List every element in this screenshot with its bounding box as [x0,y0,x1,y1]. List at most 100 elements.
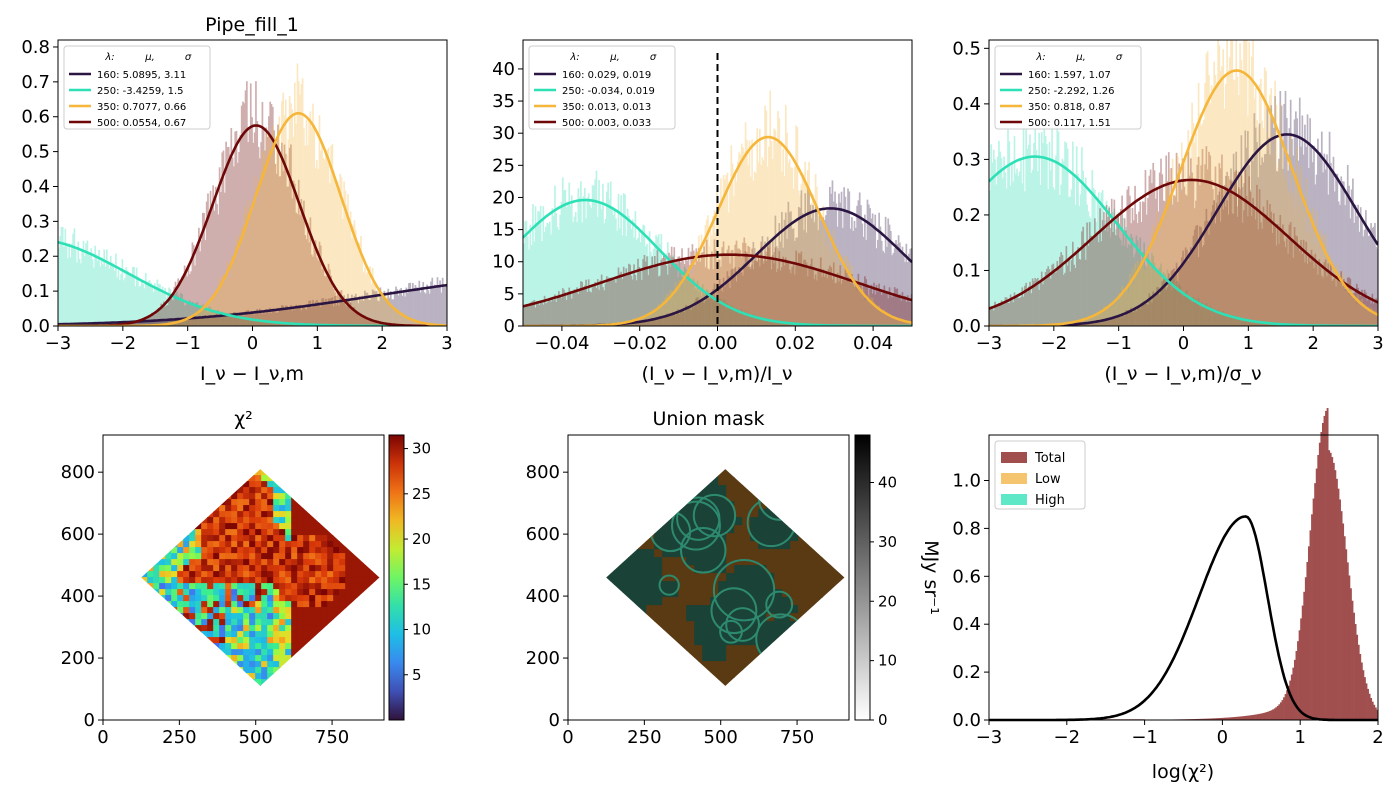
map-cell [333,625,340,632]
map-cell [195,499,202,506]
map-cell [147,601,154,608]
map-cell [309,673,316,680]
y-tick-label: 0.0 [952,316,981,337]
map-cell [195,565,202,572]
map-cell [225,631,232,638]
map-cell [303,505,310,512]
x-tick-label: 2 [1307,333,1318,354]
map-cell [171,481,178,488]
map-cell [213,499,220,506]
map-cell [243,607,250,614]
map-cell [291,601,298,608]
map-cell [321,553,328,560]
map-cell [303,589,310,596]
map-cell [255,529,262,536]
map-cell [195,679,202,686]
map-cell [195,553,202,560]
map-cell [285,523,292,530]
map-cell [249,655,256,662]
map-cell [303,511,310,517]
map-cell [321,661,328,668]
map-cell [249,613,256,620]
map-cell [171,643,178,650]
map-cell [171,655,178,662]
map-cell [309,679,316,686]
map-cell [213,493,220,500]
map-cell [147,517,154,524]
map-cell [207,553,214,560]
map-cell [303,577,310,584]
map-cell [147,613,154,620]
map-cell [255,631,262,638]
map-cell [249,673,256,680]
map-cell [261,577,268,584]
map-cell [273,613,280,620]
map-cell [249,583,256,590]
map-cell [153,679,160,686]
map-cell [165,637,172,644]
map-cell [273,541,280,548]
map-cell [225,565,232,572]
map-cell [321,535,328,542]
map-cell [147,655,154,662]
map-cell [255,673,262,680]
map-cell [285,673,292,680]
map-cell [147,487,154,494]
map-cell [261,487,268,494]
map-cell [237,475,244,482]
map-cell [315,619,322,626]
map-cell [261,469,268,476]
map-cell [141,553,148,560]
map-cell [159,517,166,524]
map-cell [189,469,196,476]
y-tick-label: 35 [492,91,515,112]
map-cell [177,589,184,596]
map-cell [159,565,166,572]
map-cell [225,619,232,626]
map-cell [141,673,148,680]
map-cell [213,619,220,626]
map-cell [249,487,256,494]
map-cell [303,547,310,554]
map-cell [291,481,298,488]
map-cell [309,505,316,512]
map-cell [189,589,196,596]
map-cell [327,523,334,530]
map-cell [261,493,268,500]
map-cell [309,607,316,614]
map-cell [327,583,334,590]
figure: Pipe_fill_1 −3−2−101230.00.10.20.30.40.5… [0,0,1400,800]
map-cell [327,631,334,638]
map-cell [231,487,238,494]
map-cell [183,559,190,566]
map-cell [237,577,244,584]
map-cell [327,517,334,524]
map-cell [183,661,190,668]
map-cell [177,535,184,542]
map-cell [315,487,322,494]
map-cell [321,673,328,680]
map-cell [237,505,244,512]
map-cell [207,583,214,590]
map-cell [243,595,250,602]
map-cell [333,607,340,614]
map-cell [183,475,190,482]
map-cell [225,571,232,578]
map-cell [267,571,274,578]
map-cell [207,673,214,680]
map-cell [333,541,340,548]
map-cell [207,547,214,554]
map-cell [201,523,208,530]
map-cell [285,649,292,656]
map-cell [261,655,268,662]
map-cell [231,475,238,482]
map-cell [147,679,154,686]
map-cell [189,511,196,517]
map-cell [171,559,178,566]
map-cell [285,535,292,542]
map-cell [207,475,214,482]
map-cell [213,505,220,512]
map-cell [333,469,340,476]
map-cell [255,547,262,554]
map-cell [285,529,292,536]
